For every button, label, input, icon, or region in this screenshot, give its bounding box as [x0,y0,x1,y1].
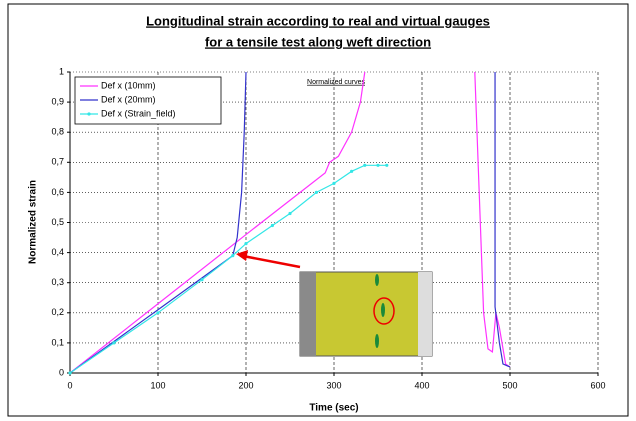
data-point [68,371,71,374]
data-point [112,341,115,344]
legend: Def x (10mm) Def x (20mm) Def x (Strain_fi… [75,77,221,124]
x-tick-label: 500 [502,380,517,390]
x-tick-label: 600 [590,380,605,390]
inset-spot [381,303,385,317]
data-point [332,182,335,185]
data-point [385,164,388,167]
y-tick-label: 1 [59,66,64,76]
y-tick-label: 0,2 [51,307,64,317]
annotation: Normalized curves [307,79,365,86]
legend-label: Def x (Strain_field) [101,108,176,118]
y-tick-label: 0,4 [51,247,64,257]
x-tick-label: 400 [414,380,429,390]
y-tick-label: 0,5 [51,217,64,227]
legend-marker [87,112,90,115]
data-point [288,212,291,215]
chart-subtitle: for a tensile test along weft direction [205,34,431,49]
y-tick-label: 0,7 [51,157,64,167]
data-point [376,164,379,167]
y-tick-label: 0,9 [51,96,64,106]
inset-field [300,272,432,356]
x-tick-label: 300 [326,380,341,390]
x-tick-label: 200 [238,380,253,390]
inset-colorbar [418,272,432,356]
chart-title: Longitudinal strain according to real an… [146,13,490,28]
data-point [156,311,159,314]
x-axis-label: Time (sec) [309,403,358,414]
legend-label: Def x (10mm) [101,80,156,90]
inset-edge [300,272,316,356]
data-point [363,164,366,167]
data-point [244,242,247,245]
y-axis-label: Normalized strain [28,180,39,264]
y-tick-label: 0,8 [51,127,64,137]
data-point [231,254,234,257]
data-point [200,278,203,281]
y-tick-label: 0,3 [51,277,64,287]
data-point [350,170,353,173]
data-point [271,224,274,227]
x-tick-label: 100 [150,380,165,390]
data-point [315,191,318,194]
y-tick-label: 0 [59,367,64,377]
chart: Longitudinal strain according to real an… [0,0,636,421]
y-tick-label: 0,6 [51,187,64,197]
legend-label: Def x (20mm) [101,94,156,104]
x-tick-label: 0 [67,380,72,390]
inset-spot [375,274,379,286]
inset-spot [375,334,379,348]
y-tick-label: 0,1 [51,337,64,347]
